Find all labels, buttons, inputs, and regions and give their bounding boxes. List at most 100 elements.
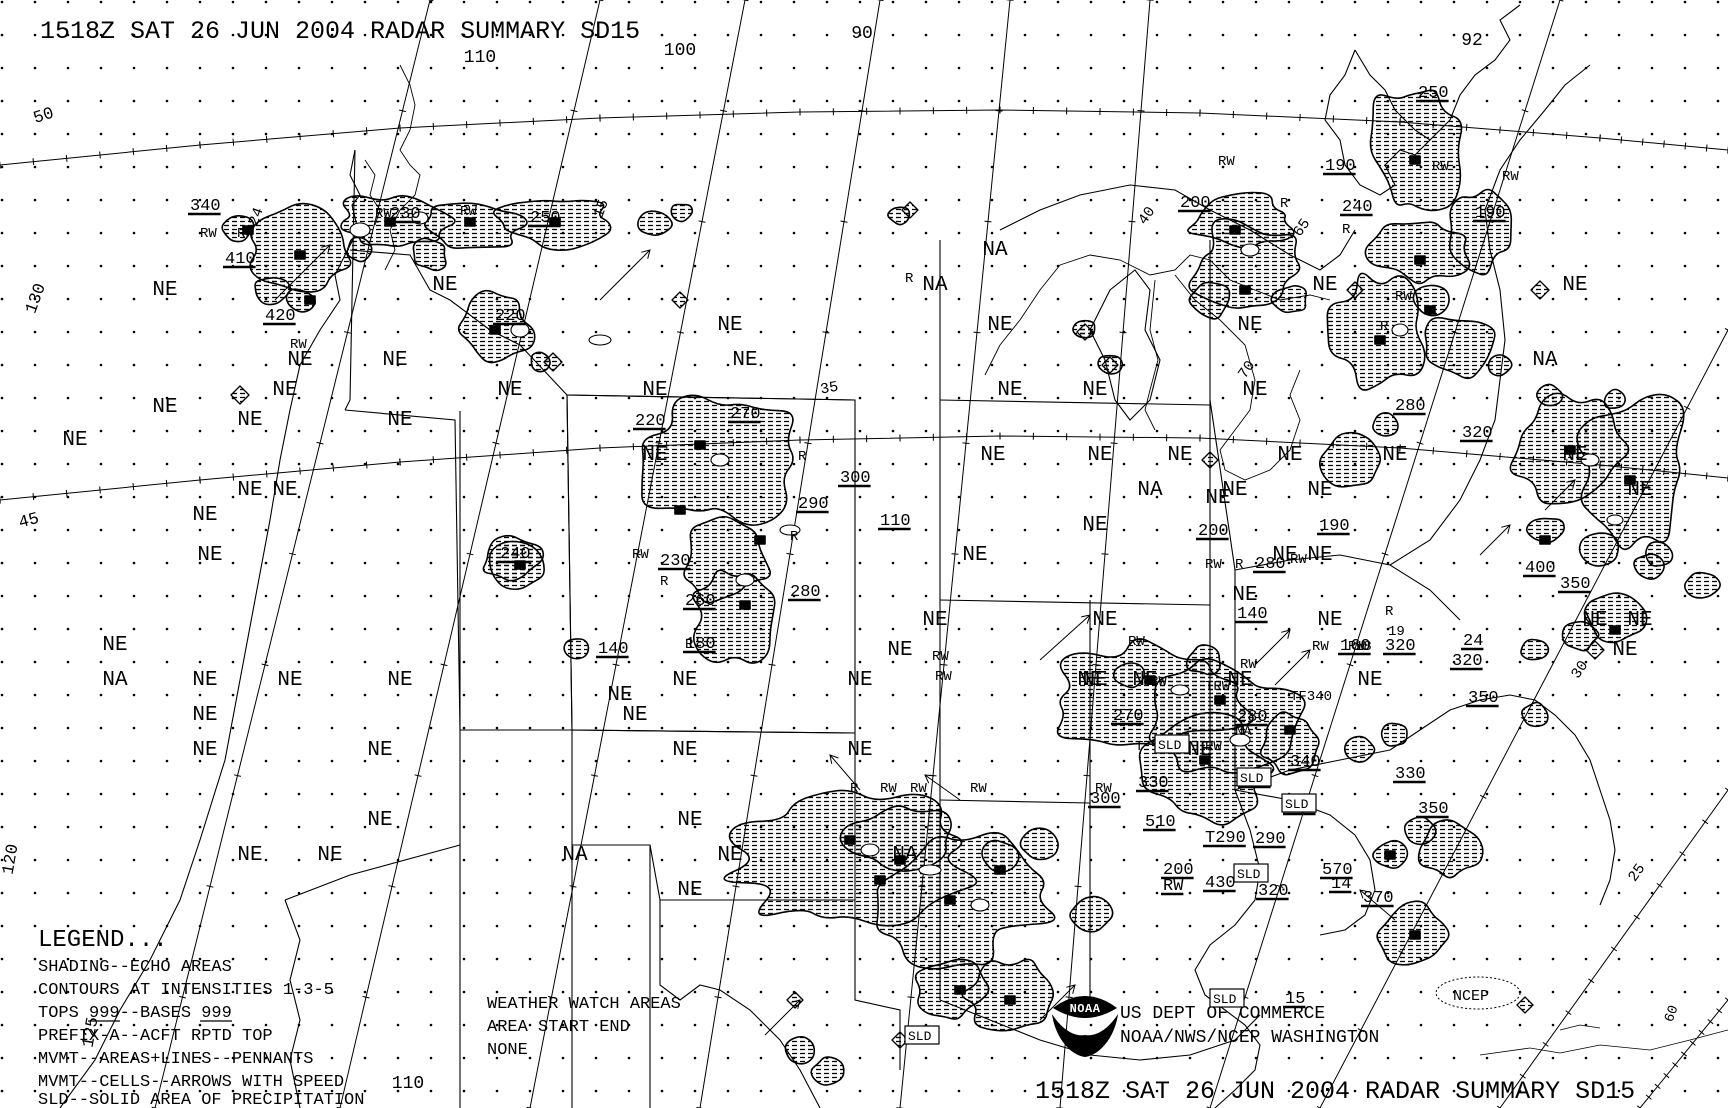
svg-text:NE: NE — [732, 349, 757, 372]
svg-text:NE: NE — [1237, 314, 1262, 337]
svg-text:NE: NE — [980, 444, 1005, 467]
svg-text:NE: NE — [672, 669, 697, 692]
svg-text:RW: RW — [1395, 289, 1412, 305]
svg-text:NE: NE — [642, 444, 667, 467]
svg-text:NE: NE — [1562, 444, 1587, 467]
svg-text:NE: NE — [1077, 669, 1102, 692]
svg-text:RW: RW — [1240, 657, 1257, 673]
svg-text:NE: NE — [237, 479, 262, 502]
svg-text:RW: RW — [970, 781, 987, 797]
svg-text:NA: NA — [922, 274, 948, 297]
svg-text:NE: NE — [677, 879, 702, 902]
svg-text:NE: NE — [367, 739, 392, 762]
svg-text:RW: RW — [935, 669, 952, 685]
svg-text:NE: NE — [277, 669, 302, 692]
svg-text:RW: RW — [1205, 739, 1222, 755]
svg-text:RW: RW — [880, 781, 897, 797]
svg-text:NE: NE — [607, 684, 632, 707]
svg-text:NE: NE — [237, 844, 262, 867]
svg-text:SLD: SLD — [908, 1029, 932, 1044]
svg-text:MVMT--AREAS+LINES--PENNANTS: MVMT--AREAS+LINES--PENNANTS — [38, 1050, 313, 1069]
svg-text:TF340: TF340 — [1290, 689, 1332, 705]
svg-text:92: 92 — [1461, 31, 1483, 51]
svg-text:TOPS 999--BASES 999: TOPS 999--BASES 999 — [38, 1004, 232, 1023]
svg-text:R: R — [790, 529, 799, 545]
svg-text:NE: NE — [192, 669, 217, 692]
svg-text:NE: NE — [272, 379, 297, 402]
svg-text:RW: RW — [910, 781, 927, 797]
svg-text:NE: NE — [1242, 379, 1267, 402]
svg-text:NOAA: NOAA — [1070, 1002, 1101, 1016]
svg-text:R: R — [798, 449, 807, 465]
svg-text:NE: NE — [677, 809, 702, 832]
svg-text:NA: NA — [102, 669, 128, 692]
svg-text:RW: RW — [1218, 154, 1235, 170]
svg-text:RW: RW — [375, 206, 392, 222]
svg-text:35: 35 — [819, 379, 840, 399]
svg-text:NE: NE — [717, 844, 742, 867]
svg-text:NA: NA — [982, 239, 1008, 262]
svg-text:NE: NE — [1222, 479, 1247, 502]
svg-text:NE: NE — [432, 274, 457, 297]
svg-text:NE: NE — [1232, 584, 1257, 607]
svg-text:R: R — [905, 271, 914, 287]
svg-text:WEATHER WATCH AREAS: WEATHER WATCH AREAS — [487, 995, 681, 1014]
svg-text:AREA START END: AREA START END — [487, 1018, 630, 1037]
svg-text:NE: NE — [1612, 639, 1637, 662]
svg-text:NE: NE — [272, 479, 297, 502]
svg-text:NE: NE — [1307, 544, 1332, 567]
svg-text:NE: NE — [387, 409, 412, 432]
svg-text:NE: NE — [367, 809, 392, 832]
svg-text:NA: NA — [1137, 479, 1163, 502]
svg-text:110: 110 — [464, 48, 496, 68]
svg-text:NE: NE — [1382, 444, 1407, 467]
svg-text:RW: RW — [460, 204, 477, 220]
svg-text:SLD: SLD — [1237, 867, 1261, 882]
svg-text:NE: NE — [962, 544, 987, 567]
svg-text:SLD: SLD — [1213, 992, 1237, 1007]
svg-text:NE: NE — [1582, 609, 1607, 632]
svg-text:NE: NE — [847, 669, 872, 692]
svg-text:NE: NE — [197, 544, 222, 567]
svg-text:RW: RW — [200, 226, 217, 242]
svg-text:NE: NE — [237, 409, 262, 432]
svg-text:NE: NE — [1562, 274, 1587, 297]
svg-text:NE: NE — [317, 844, 342, 867]
svg-text:RW: RW — [1502, 169, 1519, 185]
svg-text:NE: NE — [1277, 444, 1302, 467]
svg-text:NE: NE — [62, 429, 87, 452]
svg-text:LEGEND...: LEGEND... — [38, 927, 168, 954]
svg-text:1518Z SAT 26 JUN 2004 RADAR SU: 1518Z SAT 26 JUN 2004 RADAR SUMMARY SD15 — [1035, 1077, 1635, 1106]
svg-text:NE: NE — [1087, 444, 1112, 467]
svg-text:NE: NE — [997, 379, 1022, 402]
svg-text:NCEP: NCEP — [1453, 988, 1489, 1005]
svg-text:NE: NE — [1082, 514, 1107, 537]
svg-text:T: T — [1135, 739, 1143, 755]
svg-text:NE: NE — [387, 669, 412, 692]
svg-text:MVMT--CELLS--ARROWS WITH SPEED: MVMT--CELLS--ARROWS WITH SPEED — [38, 1073, 344, 1092]
svg-text:PREFIX-A--ACFT RPTD TOP: PREFIX-A--ACFT RPTD TOP — [38, 1027, 273, 1046]
svg-text:NA: NA — [1532, 349, 1558, 372]
svg-text:RW: RW — [237, 226, 254, 242]
svg-text:NA: NA — [1235, 724, 1252, 740]
svg-text:RW: RW — [1432, 159, 1449, 175]
svg-text:R: R — [1235, 557, 1244, 573]
svg-text:RW: RW — [1150, 674, 1167, 690]
svg-text:18: 18 — [1355, 639, 1372, 655]
svg-text:R: R — [1280, 196, 1289, 212]
svg-text:RW: RW — [1128, 634, 1145, 650]
svg-text:NE: NE — [887, 639, 912, 662]
svg-text:NONE: NONE — [487, 1041, 528, 1060]
svg-text:R: R — [1380, 319, 1389, 335]
svg-text:NE: NE — [987, 314, 1012, 337]
svg-text:RW: RW — [932, 649, 949, 665]
svg-text:NE: NE — [192, 739, 217, 762]
svg-text:NE: NE — [152, 396, 177, 419]
svg-text:NE: NE — [642, 379, 667, 402]
svg-text:TRW: TRW — [1205, 679, 1231, 695]
svg-text:NE: NE — [192, 704, 217, 727]
svg-text:CONTOURS AT INTENSITIES 1-3-5: CONTOURS AT INTENSITIES 1-3-5 — [38, 981, 334, 1000]
svg-text:NOAA/NWS/NCEP WASHINGTON: NOAA/NWS/NCEP WASHINGTON — [1120, 1028, 1379, 1048]
svg-text:SLD: SLD — [1285, 797, 1309, 812]
svg-text:NE: NE — [922, 609, 947, 632]
